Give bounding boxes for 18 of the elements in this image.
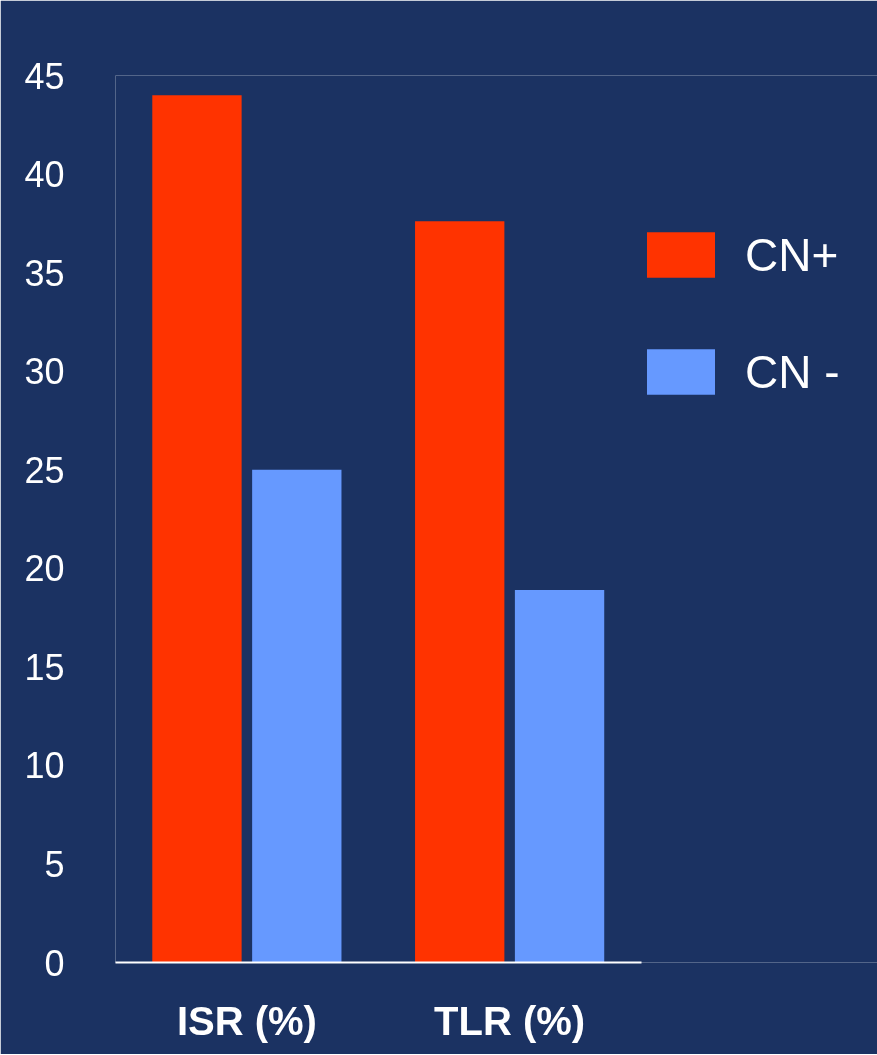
y-tick-label: 20 — [24, 548, 65, 590]
x-tick-label: ISR (%) — [176, 998, 317, 1043]
y-tick-label: 25 — [24, 449, 65, 491]
y-tick-label: 30 — [24, 351, 65, 393]
x-tick-label: TLR (%) — [434, 998, 586, 1043]
y-tick-label: 45 — [24, 55, 65, 97]
bar — [252, 469, 342, 963]
legend-label: CN+ — [745, 227, 839, 282]
y-tick-label: 5 — [44, 843, 65, 885]
bar — [152, 95, 242, 963]
bar — [514, 589, 605, 963]
y-tick-label: 0 — [44, 942, 65, 984]
legend-label: CN - — [745, 344, 840, 399]
y-tick-label: 15 — [24, 646, 65, 688]
y-tick-label: 40 — [24, 154, 65, 196]
y-tick-label: 10 — [24, 745, 65, 787]
bar — [415, 221, 505, 963]
y-tick-label: 35 — [24, 252, 65, 294]
